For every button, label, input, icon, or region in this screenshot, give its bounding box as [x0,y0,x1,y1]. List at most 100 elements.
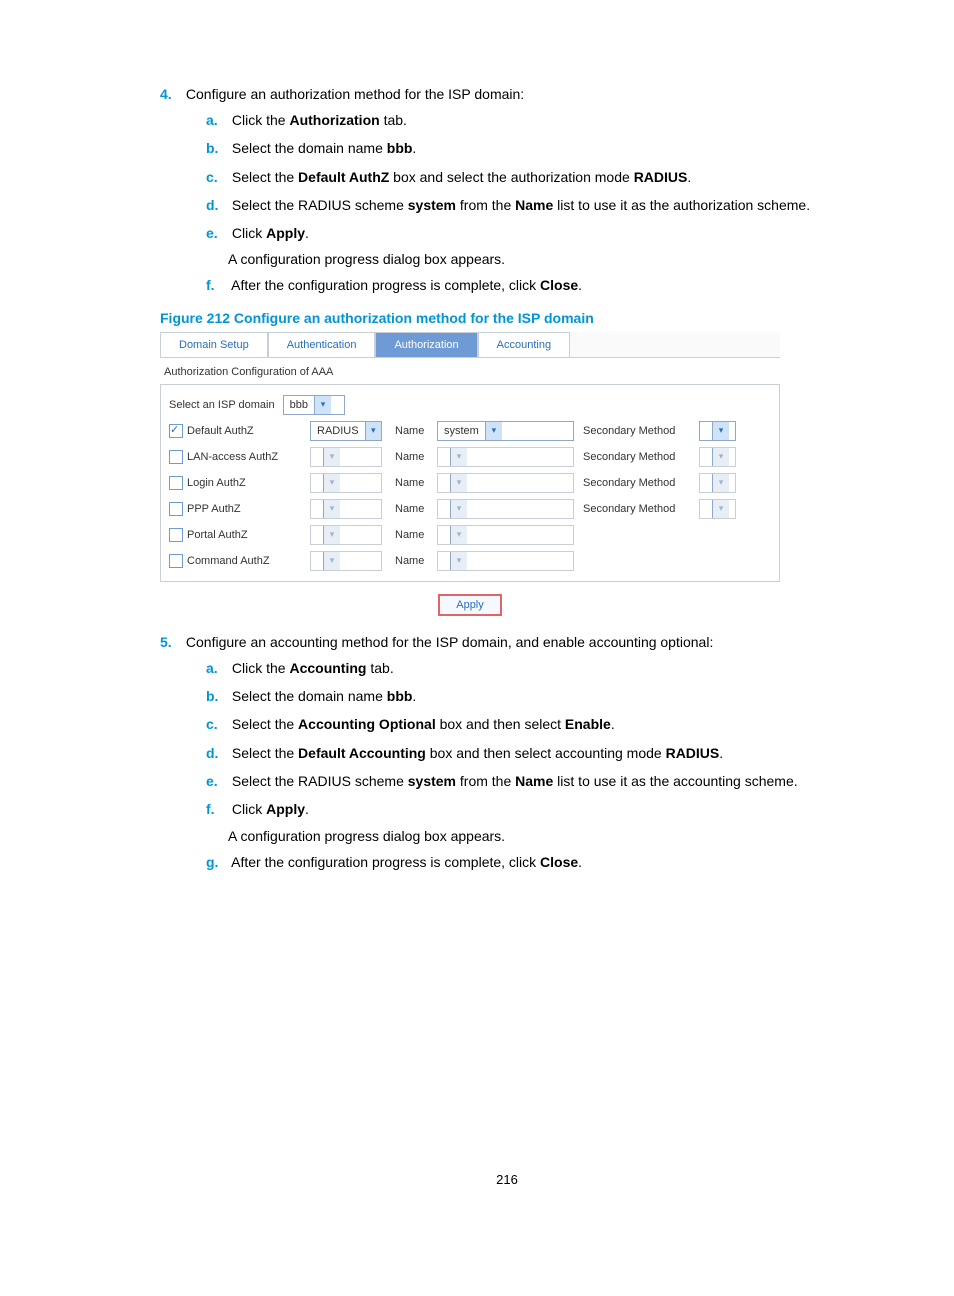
chevron-down-icon: ▾ [712,474,729,492]
mode-dropdown: ▾ [310,473,382,493]
step-4-num: 4. [160,86,182,102]
checkbox[interactable] [169,554,183,568]
chevron-down-icon: ▾ [450,448,467,466]
tab-accounting[interactable]: Accounting [478,332,570,357]
secondary-label: Secondary Method [583,477,693,489]
figure-caption: Figure 212 Configure an authorization me… [160,310,854,326]
sub-letter: e. [206,223,228,243]
checkbox-label: PPP AuthZ [187,503,241,515]
row-label: Default AuthZ [169,424,304,438]
chevron-down-icon: ▾ [450,552,467,570]
chevron-down-icon: ▾ [365,422,381,440]
domain-dropdown[interactable]: bbb ▾ [283,395,345,415]
select-domain-label: Select an ISP domain [169,399,275,411]
chevron-down-icon: ▾ [485,422,502,440]
chevron-down-icon: ▾ [450,474,467,492]
chevron-down-icon: ▾ [712,448,729,466]
tabs: Domain Setup Authentication Authorizatio… [160,332,780,358]
checkbox-label: Default AuthZ [187,425,254,437]
name-dropdown: ▾ [437,525,574,545]
chevron-down-icon: ▾ [323,500,340,518]
sub-letter: a. [206,110,228,130]
step-5-num: 5. [160,634,182,650]
tab-authorization[interactable]: Authorization [375,332,477,357]
sub-letter: a. [206,658,228,678]
row-label: LAN-access AuthZ [169,450,304,464]
step5-d: d. Select the Default Accounting box and… [206,743,854,763]
step-5-title: Configure an accounting method for the I… [186,634,713,650]
mode-dropdown: ▾ [310,525,382,545]
row-label: Command AuthZ [169,554,304,568]
chevron-down-icon: ▾ [323,552,340,570]
checkbox-label: Portal AuthZ [187,529,248,541]
tab-authentication[interactable]: Authentication [268,332,376,357]
step5-b: b. Select the domain name bbb. [206,686,854,706]
sub-letter: c. [206,167,228,187]
row-label: PPP AuthZ [169,502,304,516]
step4-a: a. Click the Authorization tab. [206,110,854,130]
mode-dropdown: ▾ [310,551,382,571]
name-label: Name [391,555,431,567]
chevron-down-icon: ▾ [450,526,467,544]
mode-dropdown: ▾ [310,499,382,519]
tab-domain-setup[interactable]: Domain Setup [160,332,268,357]
checkbox[interactable] [169,450,183,464]
secondary-dropdown: ▾ [699,499,736,519]
sub-letter: b. [206,138,228,158]
step-5: 5. Configure an accounting method for th… [160,634,854,650]
checkbox[interactable] [169,528,183,542]
secondary-label: Secondary Method [583,503,693,515]
secondary-label: Secondary Method [583,451,693,463]
step4-d: d. Select the RADIUS scheme system from … [206,195,854,215]
checkbox[interactable] [169,424,183,438]
step4-e: e. Click Apply. [206,223,854,243]
panel: Select an ISP domain bbb ▾ Default AuthZ… [160,384,780,582]
sub-letter: d. [206,743,228,763]
row-label: Portal AuthZ [169,528,304,542]
checkbox-label: Command AuthZ [187,555,270,567]
step4-c: c. Select the Default AuthZ box and sele… [206,167,854,187]
step5-f: f. Click Apply. [206,799,854,819]
checkbox-label: LAN-access AuthZ [187,451,278,463]
chevron-down-icon: ▾ [323,474,340,492]
apply-button[interactable]: Apply [438,594,502,616]
mode-dropdown[interactable]: RADIUS▾ [310,421,382,441]
secondary-dropdown: ▾ [699,473,736,493]
secondary-dropdown[interactable]: ▾ [699,421,736,441]
name-label: Name [391,529,431,541]
name-dropdown: ▾ [437,499,574,519]
name-dropdown: ▾ [437,551,574,571]
chevron-down-icon: ▾ [712,422,729,440]
step-4: 4. Configure an authorization method for… [160,86,854,102]
name-dropdown: ▾ [437,473,574,493]
section-label: Authorization Configuration of AAA [160,358,780,384]
checkbox[interactable] [169,502,183,516]
sub-letter: f. [206,799,228,819]
step-4-title: Configure an authorization method for th… [186,86,524,102]
step5-e: e. Select the RADIUS scheme system from … [206,771,854,791]
chevron-down-icon: ▾ [450,500,467,518]
name-dropdown: ▾ [437,447,574,467]
page-number: 216 [160,1172,854,1187]
step5-a: a. Click the Accounting tab. [206,658,854,678]
name-label: Name [391,425,431,437]
sub-letter: b. [206,686,228,706]
step5-g: g. After the configuration progress is c… [206,852,854,872]
name-label: Name [391,503,431,515]
auth-grid: Default AuthZ RADIUS▾ Name system▾ Secondary… [169,421,771,571]
secondary-dropdown: ▾ [699,447,736,467]
step5-c: c. Select the Accounting Optional box an… [206,714,854,734]
figure-screenshot: Domain Setup Authentication Authorizatio… [160,332,780,616]
secondary-label: Secondary Method [583,425,693,437]
name-label: Name [391,451,431,463]
mode-dropdown: ▾ [310,447,382,467]
step5-f-extra: A configuration progress dialog box appe… [228,828,854,844]
step4-f: f. After the configuration progress is c… [206,275,854,295]
checkbox[interactable] [169,476,183,490]
sub-letter: f. [206,275,228,295]
chevron-down-icon: ▾ [314,396,331,414]
name-dropdown[interactable]: system▾ [437,421,574,441]
chevron-down-icon: ▾ [323,448,340,466]
sub-letter: d. [206,195,228,215]
sub-letter: c. [206,714,228,734]
